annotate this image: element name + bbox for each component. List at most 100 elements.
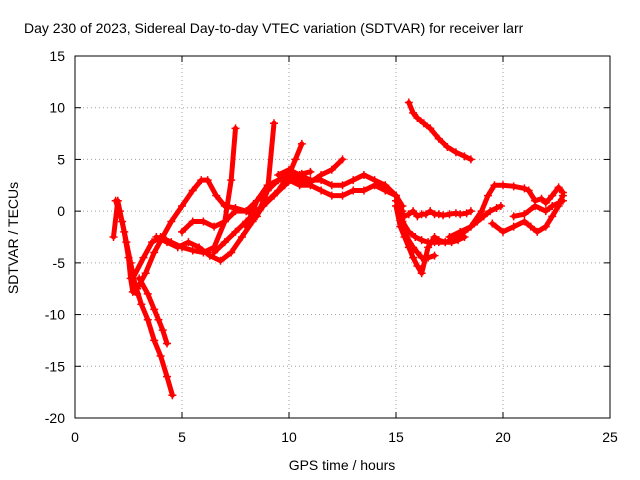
data-point-marker bbox=[295, 170, 304, 179]
series-arc-15 bbox=[404, 98, 475, 164]
grid-lines bbox=[75, 56, 610, 418]
data-point-marker bbox=[466, 222, 475, 231]
data-point-marker bbox=[413, 261, 422, 270]
data-point-marker bbox=[205, 251, 214, 260]
data-point-marker bbox=[445, 210, 454, 219]
data-point-marker bbox=[270, 119, 279, 128]
data-point-marker bbox=[411, 233, 420, 241]
data-point-marker bbox=[486, 207, 495, 216]
data-point-marker bbox=[439, 211, 448, 220]
data-point-marker bbox=[509, 212, 518, 221]
data-point-marker bbox=[531, 201, 540, 210]
data-point-marker bbox=[143, 289, 152, 298]
series-line bbox=[406, 100, 474, 162]
data-point-marker bbox=[295, 181, 304, 190]
data-point-marker bbox=[456, 227, 465, 236]
data-point-marker bbox=[274, 186, 283, 195]
data-point-marker bbox=[156, 351, 165, 360]
data-point-marker bbox=[122, 238, 131, 247]
data-point-marker bbox=[409, 253, 418, 262]
data-point-marker bbox=[210, 222, 219, 231]
series-arc-17 bbox=[488, 191, 567, 236]
data-point-marker bbox=[520, 184, 529, 193]
data-point-marker bbox=[520, 217, 529, 226]
data-point-marker bbox=[220, 217, 229, 226]
series-arc-18 bbox=[509, 196, 567, 221]
data-point-marker bbox=[150, 336, 159, 345]
data-point-marker bbox=[434, 236, 443, 245]
data-point-marker bbox=[492, 204, 501, 213]
data-point-marker bbox=[424, 253, 433, 262]
data-point-marker bbox=[409, 207, 418, 216]
data-point-marker bbox=[526, 222, 535, 231]
data-point-marker bbox=[392, 191, 400, 200]
data-point-marker bbox=[203, 176, 212, 185]
data-point-marker bbox=[109, 233, 118, 241]
series-line bbox=[447, 182, 566, 240]
series-arc-14 bbox=[396, 212, 439, 262]
data-point-marker bbox=[231, 207, 240, 216]
data-point-marker bbox=[520, 210, 529, 219]
x-tick-label: 20 bbox=[495, 429, 511, 445]
data-point-marker bbox=[554, 198, 563, 207]
data-point-marker bbox=[133, 284, 142, 293]
data-point-marker bbox=[173, 243, 182, 252]
data-point-marker bbox=[163, 339, 172, 348]
series-arc-11 bbox=[392, 196, 475, 221]
x-tick-label: 0 bbox=[71, 429, 79, 445]
data-point-marker bbox=[359, 186, 368, 195]
data-point-marker bbox=[456, 210, 465, 219]
data-point-marker bbox=[413, 212, 422, 221]
data-point-marker bbox=[509, 182, 518, 191]
data-point-marker bbox=[466, 207, 475, 216]
data-point-marker bbox=[327, 191, 336, 200]
data-point-marker bbox=[488, 219, 497, 228]
data-point-marker bbox=[220, 201, 229, 210]
y-tick-label: 15 bbox=[49, 48, 65, 64]
data-point-marker bbox=[188, 186, 197, 195]
x-tick-label: 10 bbox=[281, 429, 297, 445]
data-series bbox=[109, 98, 567, 400]
data-point-marker bbox=[402, 233, 411, 241]
data-point-marker bbox=[163, 372, 172, 381]
data-point-marker bbox=[126, 258, 135, 267]
data-point-marker bbox=[443, 143, 452, 152]
y-tick-label: -20 bbox=[45, 410, 65, 426]
data-point-marker bbox=[445, 233, 454, 241]
data-point-marker bbox=[306, 167, 315, 176]
x-tick-label: 5 bbox=[178, 429, 186, 445]
y-tick-label: 10 bbox=[49, 100, 65, 116]
data-point-marker bbox=[509, 222, 518, 231]
data-point-marker bbox=[477, 207, 486, 216]
data-point-marker bbox=[152, 233, 161, 241]
y-tick-label: -5 bbox=[53, 255, 66, 271]
data-point-marker bbox=[148, 238, 157, 247]
data-point-marker bbox=[274, 170, 283, 179]
data-point-marker bbox=[548, 201, 557, 210]
data-point-marker bbox=[212, 191, 221, 200]
data-point-marker bbox=[141, 269, 150, 278]
data-point-marker bbox=[199, 217, 208, 226]
data-point-marker bbox=[548, 191, 557, 200]
data-point-marker bbox=[297, 139, 306, 148]
x-tick-label: 25 bbox=[602, 429, 618, 445]
data-point-marker bbox=[533, 227, 542, 236]
series-line bbox=[489, 193, 566, 235]
data-point-marker bbox=[137, 300, 146, 309]
data-point-marker bbox=[370, 176, 379, 185]
series-arc-16 bbox=[445, 181, 567, 241]
data-point-marker bbox=[154, 315, 163, 324]
data-point-marker bbox=[548, 212, 557, 221]
data-point-marker bbox=[263, 181, 272, 190]
data-point-marker bbox=[139, 253, 148, 262]
data-point-marker bbox=[447, 238, 456, 247]
data-point-marker bbox=[263, 196, 272, 205]
data-point-marker bbox=[349, 186, 358, 195]
series-arc-10 bbox=[274, 165, 407, 210]
data-point-marker bbox=[220, 238, 229, 247]
data-point-marker bbox=[413, 114, 422, 123]
data-point-marker bbox=[434, 210, 443, 219]
series-arc-5 bbox=[135, 274, 172, 348]
data-point-marker bbox=[285, 165, 293, 174]
data-point-marker bbox=[291, 155, 300, 164]
